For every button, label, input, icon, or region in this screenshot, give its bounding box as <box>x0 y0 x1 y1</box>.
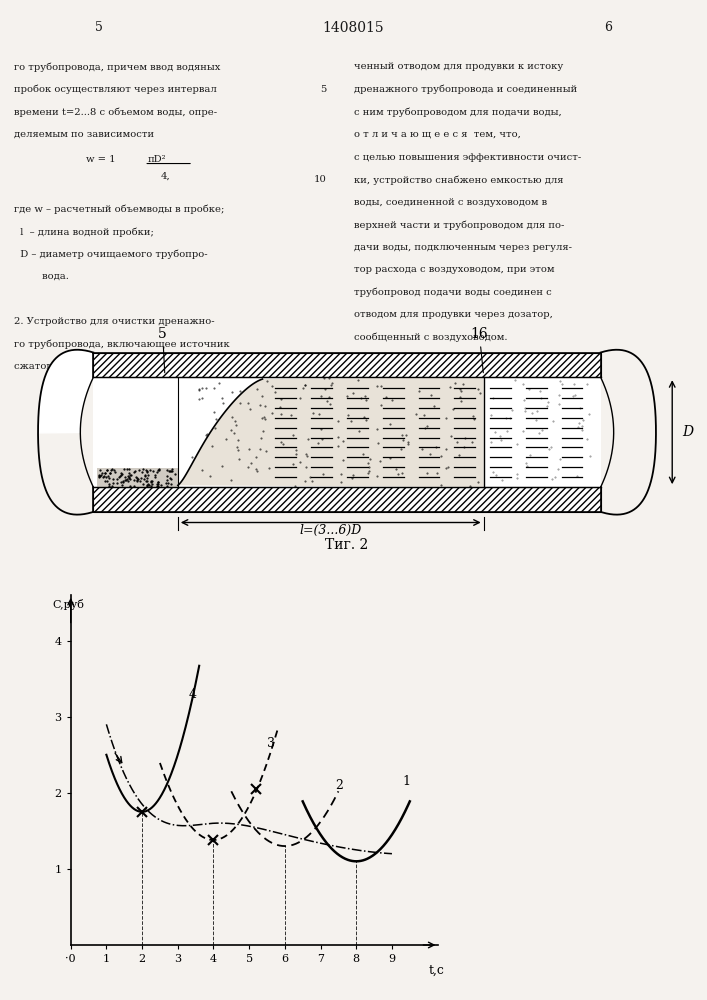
Text: 3: 3 <box>267 737 275 750</box>
Text: πD²: πD² <box>148 155 166 164</box>
Text: го трубопровода, включающее источник: го трубопровода, включающее источник <box>14 340 230 349</box>
Polygon shape <box>93 487 601 512</box>
Text: верхней части и трубопроводом для по-: верхней части и трубопроводом для по- <box>354 220 564 230</box>
Polygon shape <box>178 377 484 487</box>
Text: C,руб: C,руб <box>53 599 85 610</box>
Text: w = 1: w = 1 <box>86 155 119 164</box>
Text: 4: 4 <box>189 688 197 701</box>
Text: t,c: t,c <box>428 964 445 977</box>
Text: дачи воды, подключенным через регуля-: дачи воды, подключенным через регуля- <box>354 243 571 252</box>
Text: вода.: вода. <box>14 272 69 281</box>
Text: го трубопровода, причем ввод водяных: го трубопровода, причем ввод водяных <box>14 62 221 72</box>
Polygon shape <box>97 468 178 487</box>
Text: 2. Устройство для очистки дренажно-: 2. Устройство для очистки дренажно- <box>14 317 215 326</box>
Text: 1408015: 1408015 <box>322 20 385 34</box>
Polygon shape <box>93 353 601 377</box>
Text: где w – расчетный объемводы в пробке;: где w – расчетный объемводы в пробке; <box>14 205 225 214</box>
Text: l=(3...6)D: l=(3...6)D <box>300 524 362 537</box>
Text: времени t=2...8 с объемом воды, опре-: времени t=2...8 с объемом воды, опре- <box>14 107 217 117</box>
Polygon shape <box>93 377 601 487</box>
Text: деляемым по зависимости: деляемым по зависимости <box>14 130 154 139</box>
Text: 5: 5 <box>95 21 103 34</box>
Text: дренажного трубопровода и соединенный: дренажного трубопровода и соединенный <box>354 85 577 94</box>
Text: 1: 1 <box>403 775 411 788</box>
Text: с целью повышения эффективности очист-: с целью повышения эффективности очист- <box>354 153 580 162</box>
Text: 2: 2 <box>335 779 343 792</box>
Text: l  – длина водной пробки;: l – длина водной пробки; <box>14 227 154 237</box>
Text: 5: 5 <box>158 327 167 373</box>
Text: 16: 16 <box>471 327 489 373</box>
Text: Τиг. 2: Τиг. 2 <box>325 538 368 552</box>
Text: о т л и ч а ю щ е е с я  тем, что,: о т л и ч а ю щ е е с я тем, что, <box>354 130 520 139</box>
Text: 5: 5 <box>320 85 327 94</box>
Text: пробок осуществляют через интервал: пробок осуществляют через интервал <box>14 85 217 94</box>
Text: воды, соединенной с воздуховодом в: воды, соединенной с воздуховодом в <box>354 198 547 207</box>
Text: тор расхода с воздуховодом, при этом: тор расхода с воздуховодом, при этом <box>354 265 554 274</box>
Text: D – диаметр очищаемого трубопро-: D – диаметр очищаемого трубопро- <box>14 250 208 259</box>
Text: D: D <box>682 425 693 439</box>
Text: ки, устройство снабжено емкостью для: ки, устройство снабжено емкостью для <box>354 175 563 185</box>
Text: 4,: 4, <box>160 172 170 181</box>
Text: отводом для продувки через дозатор,: отводом для продувки через дозатор, <box>354 310 552 319</box>
Text: ченный отводом для продувки к истоку: ченный отводом для продувки к истоку <box>354 62 563 71</box>
Text: сообщенный с воздуховодом.: сообщенный с воздуховодом. <box>354 333 507 342</box>
Text: сжатого воздуха, воздуховод, подклю-: сжатого воздуха, воздуховод, подклю- <box>14 362 216 371</box>
Text: 6: 6 <box>604 21 612 34</box>
Text: с ним трубопроводом для подачи воды,: с ним трубопроводом для подачи воды, <box>354 107 561 117</box>
Text: трубопровод подачи воды соединен с: трубопровод подачи воды соединен с <box>354 288 551 297</box>
Text: 10: 10 <box>314 175 327 184</box>
Polygon shape <box>38 350 93 433</box>
